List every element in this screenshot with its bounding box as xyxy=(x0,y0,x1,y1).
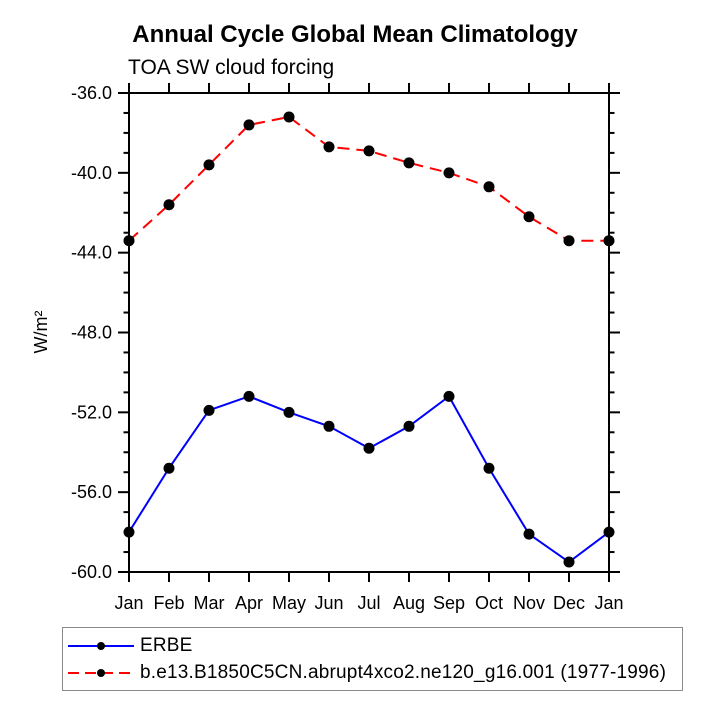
x-tick-label: Dec xyxy=(553,593,585,613)
x-tick-label: Sep xyxy=(433,593,465,613)
legend-label-erbe: ERBE xyxy=(140,634,193,656)
data-point-series-1 xyxy=(403,157,415,169)
y-tick-label: -52.0 xyxy=(71,402,112,422)
legend-entry-erbe: ERBE xyxy=(67,634,682,656)
data-point-series-1 xyxy=(243,119,255,131)
legend-box: ERBE b.e13.B1850C5CN.abrupt4xco2.ne120_g… xyxy=(62,627,683,691)
y-tick-label: -40.0 xyxy=(71,163,112,183)
y-tick-label: -56.0 xyxy=(71,482,112,502)
data-point-series-0 xyxy=(323,420,335,432)
data-point-series-1 xyxy=(203,159,215,171)
plot-border xyxy=(128,92,610,573)
x-tick-label: Jan xyxy=(114,593,143,613)
x-tick-label: Jul xyxy=(357,593,380,613)
data-point-series-0 xyxy=(243,390,255,402)
chart-layer: Jan Feb Mar Apr May Jun Jul Aug Sep Oct Nov Dec Jan-… xyxy=(71,83,624,613)
y-tick-label: -60.0 xyxy=(71,562,112,582)
data-point-series-1 xyxy=(443,167,455,179)
data-point-series-0 xyxy=(563,556,575,568)
data-point-series-0 xyxy=(483,462,495,474)
data-point-series-0 xyxy=(123,526,135,538)
chart-subtitle: TOA SW cloud forcing xyxy=(128,56,334,79)
data-point-series-0 xyxy=(603,526,615,538)
data-point-series-1 xyxy=(323,141,335,153)
data-point-series-1 xyxy=(603,235,615,247)
data-point-series-0 xyxy=(403,420,415,432)
legend-label-model: b.e13.B1850C5CN.abrupt4xco2.ne120_g16.00… xyxy=(140,661,667,683)
data-point-series-0 xyxy=(163,462,175,474)
y-tick-label: -44.0 xyxy=(71,243,112,263)
data-point-series-1 xyxy=(523,211,535,223)
data-point-series-0 xyxy=(203,404,215,416)
legend-marker-dot-icon xyxy=(97,668,105,677)
data-point-series-1 xyxy=(283,111,295,123)
series-line-0 xyxy=(128,394,610,564)
x-tick-label: Aug xyxy=(393,593,425,613)
data-point-series-1 xyxy=(123,235,135,247)
y-axis-title: W/m² xyxy=(31,311,51,354)
legend-entry-model: b.e13.B1850C5CN.abrupt4xco2.ne120_g16.00… xyxy=(67,661,682,683)
series-line-1 xyxy=(128,115,609,242)
data-point-series-0 xyxy=(363,442,375,454)
x-tick-label: May xyxy=(272,593,306,613)
x-tick-label: Mar xyxy=(194,593,225,613)
legend-line-sample-dashed xyxy=(68,668,134,677)
data-point-series-0 xyxy=(443,390,455,402)
y-tick-label: -36.0 xyxy=(71,83,112,103)
x-tick-label: Apr xyxy=(235,593,263,613)
data-point-series-1 xyxy=(163,199,175,211)
x-tick-label: Oct xyxy=(475,593,503,613)
data-point-series-1 xyxy=(483,181,495,193)
y-tick-label: -48.0 xyxy=(71,323,112,343)
data-point-series-0 xyxy=(523,528,535,540)
data-point-series-0 xyxy=(283,406,295,418)
legend-marker-dot-icon xyxy=(97,641,105,650)
x-tick-label: Jun xyxy=(314,593,343,613)
x-tick-label: Feb xyxy=(153,593,184,613)
x-tick-label: Nov xyxy=(513,593,545,613)
data-point-series-1 xyxy=(563,235,575,247)
x-tick-label: Jan xyxy=(594,593,623,613)
legend-line-sample-solid xyxy=(68,641,134,650)
chart-title: Annual Cycle Global Mean Climatology xyxy=(132,21,578,48)
data-point-series-1 xyxy=(363,145,375,157)
